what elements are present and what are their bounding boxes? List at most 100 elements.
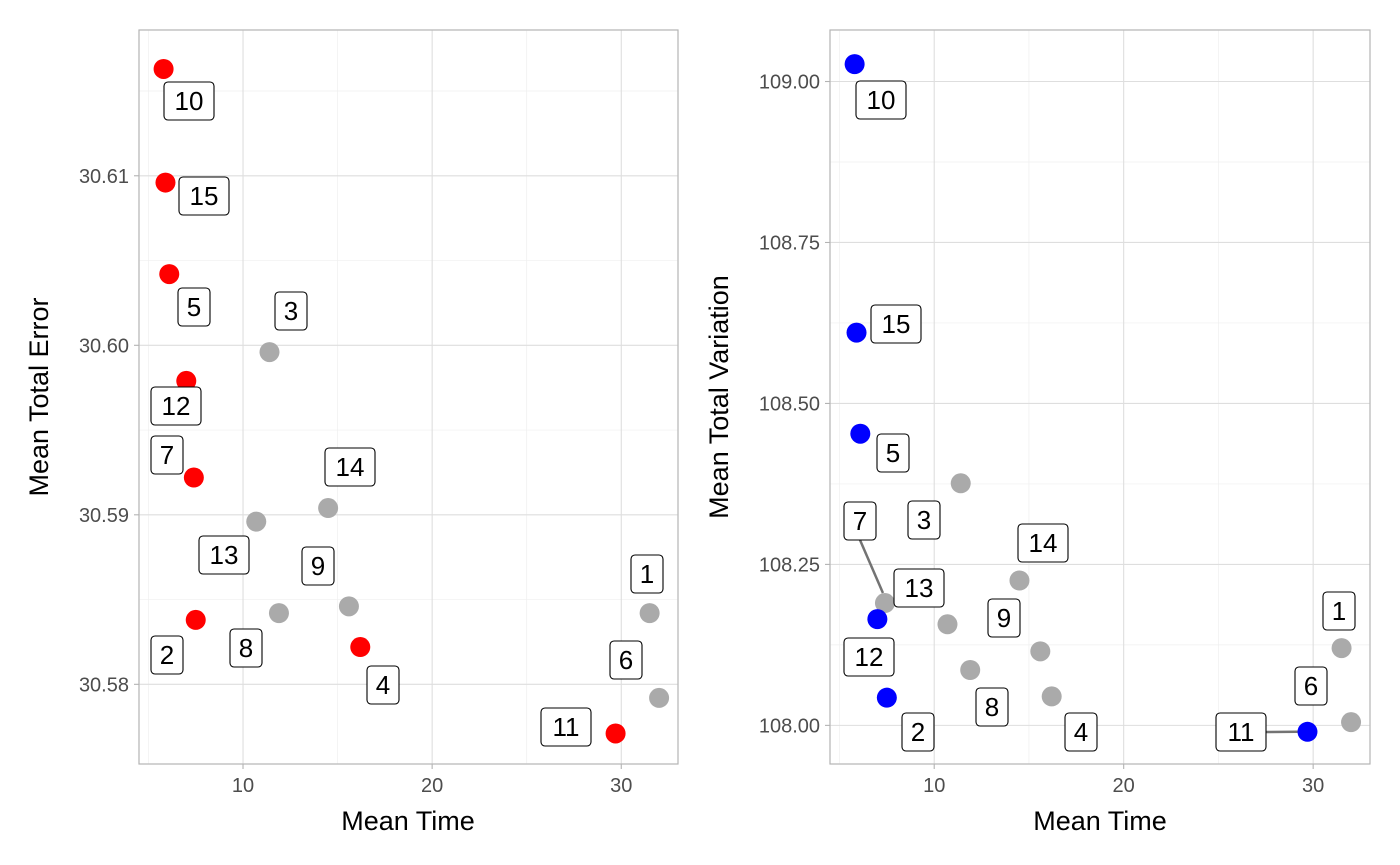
point-14 — [1009, 570, 1030, 591]
point-label-12: 12 — [855, 642, 884, 672]
point-label-7: 7 — [160, 440, 174, 470]
left-y-tick-label: 30.60 — [79, 335, 129, 357]
point-12 — [176, 370, 197, 391]
right-y-tick-label: 108.75 — [759, 232, 820, 254]
right-y-tick-label: 108.25 — [759, 554, 820, 576]
leader-line-7 — [858, 539, 885, 594]
point-6 — [649, 687, 670, 708]
right-y-axis-title: Mean Total Variation — [704, 275, 734, 519]
point-label-3: 3 — [917, 505, 931, 535]
left-plot-area — [138, 29, 679, 765]
point-7 — [183, 467, 204, 488]
point-label-15: 15 — [882, 309, 911, 339]
point-label-box-15 — [178, 176, 230, 216]
right-gridlines — [830, 30, 1370, 764]
right-x-tick-label: 10 — [923, 775, 945, 797]
point-label-box-10 — [163, 81, 215, 121]
point-8 — [268, 603, 289, 624]
point-label-box-9 — [987, 598, 1021, 638]
left-y-tick-label: 30.58 — [79, 674, 129, 696]
point-13 — [937, 614, 958, 635]
point-label-box-12 — [150, 386, 202, 426]
point-label-14: 14 — [1029, 528, 1058, 558]
point-8 — [960, 659, 981, 680]
point-5 — [159, 264, 180, 285]
left-scatter-panel: 10 20 3030.5830.5930.6030.6112345678910111… — [79, 29, 679, 797]
point-label-10: 10 — [175, 86, 204, 116]
point-label-3: 3 — [284, 296, 298, 326]
left-x-axis-title: Mean Time — [341, 806, 475, 836]
point-label-box-13 — [893, 568, 945, 608]
point-2 — [185, 609, 206, 630]
left-x-tick-label: 30 — [610, 775, 632, 797]
point-label-box-14 — [1017, 523, 1069, 563]
point-label-box-8 — [229, 628, 263, 668]
point-label-2: 2 — [911, 717, 925, 747]
left-y-axis-title: Mean Total Error — [24, 297, 54, 496]
point-14 — [318, 498, 339, 519]
point-label-box-2 — [901, 712, 935, 752]
right-data-points — [844, 54, 1362, 742]
point-label-9: 9 — [311, 551, 325, 581]
left-panel-border — [138, 29, 679, 765]
point-label-4: 4 — [376, 670, 390, 700]
point-label-box-12 — [843, 637, 895, 677]
point-4 — [350, 637, 371, 658]
point-label-6: 6 — [1304, 671, 1318, 701]
point-1 — [1331, 638, 1352, 659]
point-label-box-1 — [630, 554, 664, 594]
right-y-tick-label: 108.50 — [759, 393, 820, 415]
left-y-tick-label: 30.61 — [79, 166, 129, 188]
point-label-box-6 — [1294, 666, 1328, 706]
point-label-13: 13 — [905, 573, 934, 603]
right-x-axis-title: Mean Time — [1033, 806, 1167, 836]
right-x-tick-label: 20 — [1113, 775, 1135, 797]
point-7 — [874, 593, 895, 614]
right-x-tick-label: 30 — [1302, 775, 1324, 797]
point-label-box-4 — [1064, 712, 1098, 752]
point-label-8: 8 — [239, 633, 253, 663]
point-2 — [876, 687, 897, 708]
point-1 — [639, 603, 660, 624]
point-label-6: 6 — [619, 645, 633, 675]
point-label-12: 12 — [162, 391, 191, 421]
left-x-tick-label: 20 — [421, 775, 443, 797]
point-label-box-2 — [150, 635, 184, 675]
point-label-box-1 — [1322, 591, 1356, 631]
point-label-9: 9 — [997, 603, 1011, 633]
point-label-box-9 — [301, 546, 335, 586]
right-leader-lines — [858, 539, 1298, 734]
right-scatter-panel: 10 20 30108.00108.25108.50108.75109.001234… — [759, 29, 1371, 797]
point-label-box-3 — [907, 500, 941, 540]
point-6 — [1341, 712, 1362, 733]
point-11 — [1297, 721, 1318, 742]
point-label-box-13 — [198, 535, 250, 575]
right-plot-area — [829, 29, 1371, 765]
point-15 — [155, 172, 176, 193]
point-label-11: 11 — [553, 712, 580, 742]
point-5 — [850, 423, 871, 444]
point-label-box-10 — [855, 80, 907, 120]
right-panel-border — [829, 29, 1371, 765]
point-label-box-7 — [150, 435, 184, 475]
left-y-tick-label: 30.59 — [79, 505, 129, 527]
point-label-1: 1 — [640, 559, 654, 589]
point-label-box-3 — [274, 291, 308, 331]
point-label-1: 1 — [1332, 596, 1346, 626]
point-3 — [259, 342, 280, 363]
point-label-box-5 — [876, 433, 910, 473]
point-label-5: 5 — [187, 292, 201, 322]
point-label-box-14 — [324, 447, 376, 487]
point-label-10: 10 — [867, 85, 896, 115]
point-label-7: 7 — [853, 506, 867, 536]
point-label-14: 14 — [336, 452, 365, 482]
point-13 — [246, 511, 267, 532]
point-9 — [1030, 641, 1051, 662]
point-9 — [338, 596, 359, 617]
point-10 — [153, 58, 174, 79]
point-label-4: 4 — [1074, 717, 1088, 747]
point-label-box-5 — [177, 287, 211, 327]
point-label-2: 2 — [160, 640, 174, 670]
